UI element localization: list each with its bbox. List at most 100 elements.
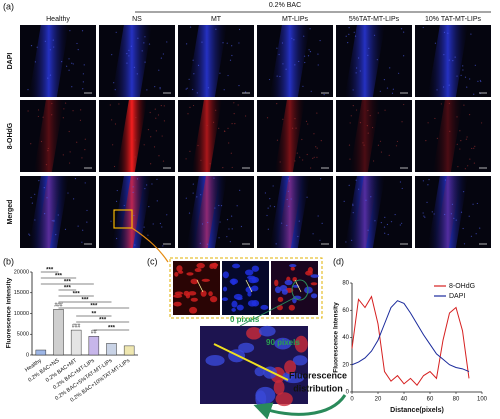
y-tick-label: 0	[26, 352, 29, 358]
panel-label: (b)	[3, 256, 14, 266]
cell-dot	[238, 28, 241, 31]
cell-dot	[64, 228, 67, 230]
nucleus	[292, 277, 298, 282]
group-label: 0.2% BAC	[269, 2, 301, 9]
cell-dot	[52, 39, 54, 41]
nucleus	[310, 282, 318, 286]
cell-dot	[474, 64, 476, 66]
y-tick-label: 60	[342, 308, 349, 314]
cell-dot	[469, 158, 471, 160]
cell-dot	[307, 123, 309, 125]
cell-dot	[399, 224, 401, 226]
significance-label: ***	[73, 292, 81, 298]
cell-dot	[231, 45, 233, 47]
nucleus	[209, 295, 218, 303]
column-label: MT-LIPs	[282, 16, 309, 23]
cell-dot	[276, 47, 278, 49]
cell-dot	[141, 50, 143, 52]
nucleus	[231, 300, 238, 308]
cell-dot	[267, 207, 269, 209]
cell-dot	[36, 46, 38, 48]
cell-dot	[468, 114, 471, 116]
cell-dot	[369, 114, 371, 117]
cell-dot	[147, 234, 149, 236]
cell-dot	[186, 87, 188, 89]
cell-dot	[238, 42, 240, 44]
tissue-band	[349, 100, 380, 172]
y-tick-label: 40	[342, 335, 349, 341]
x-tick-label: 100	[477, 397, 488, 403]
cell-dot	[43, 212, 46, 215]
cell-dot	[456, 143, 458, 145]
nucleus	[288, 304, 295, 311]
cell-dot	[163, 105, 165, 107]
tissue-band	[111, 25, 152, 97]
cell-dot	[476, 202, 478, 205]
nucleus	[246, 327, 262, 340]
cell-dot	[132, 186, 134, 188]
cell-dot	[146, 184, 148, 186]
cell-dot	[27, 110, 29, 112]
cell-dot	[150, 163, 152, 165]
cell-dot	[236, 205, 238, 207]
cell-dot	[295, 127, 297, 129]
cell-dot	[466, 136, 468, 138]
cell-dot	[380, 151, 383, 153]
profile-line	[294, 279, 302, 293]
cell-dot	[76, 141, 78, 143]
cell-dot	[155, 117, 157, 119]
data-line	[351, 295, 470, 386]
cell-dot	[294, 118, 296, 120]
cell-dot	[207, 87, 210, 89]
cell-dot	[115, 200, 118, 202]
cell-dot	[86, 209, 88, 212]
nucleus	[310, 293, 318, 299]
cell-dot	[355, 72, 357, 74]
nucleus	[254, 366, 265, 377]
cell-dot	[359, 70, 361, 72]
cell-dot	[313, 133, 315, 135]
row-label: DAPI	[7, 53, 14, 70]
cell-dot	[367, 109, 369, 112]
cell-dot	[306, 153, 308, 156]
cell-dot	[264, 192, 267, 194]
cell-dot	[358, 188, 360, 190]
cell-dot	[226, 219, 229, 221]
cell-dot	[362, 142, 364, 144]
cell-dot	[207, 221, 209, 224]
panel-label: (a)	[3, 1, 14, 11]
cell-dot	[144, 36, 146, 38]
cell-dot	[136, 178, 139, 180]
cell-dot	[73, 198, 75, 200]
row-label: Merged	[7, 200, 14, 225]
cell-dot	[459, 130, 461, 132]
tissue-band	[276, 176, 303, 248]
cell-dot	[189, 150, 191, 153]
cell-dot	[185, 88, 187, 90]
cell-dot	[398, 72, 400, 74]
cell-dot	[220, 205, 223, 207]
nucleus	[194, 268, 202, 273]
cell-dot	[392, 88, 394, 90]
cell-dot	[302, 85, 304, 87]
nucleus	[281, 289, 288, 295]
cell-dot	[201, 223, 204, 225]
significance-label: ***	[64, 286, 72, 292]
cell-dot	[465, 138, 468, 140]
cell-dot	[473, 162, 475, 164]
cell-dot	[463, 104, 465, 106]
cell-dot	[371, 126, 374, 129]
profile-line	[213, 343, 289, 381]
cell-dot	[386, 87, 389, 89]
cell-dot	[153, 146, 156, 148]
cell-dot	[348, 27, 350, 29]
nucleus	[232, 263, 241, 269]
panel-label: (d)	[333, 256, 344, 266]
cell-dot	[384, 232, 386, 234]
nucleus	[208, 291, 213, 297]
cell-dot	[460, 211, 463, 213]
cell-dot	[156, 178, 158, 180]
nucleus	[251, 300, 260, 307]
nucleus	[174, 291, 184, 296]
cell-dot	[118, 103, 120, 105]
